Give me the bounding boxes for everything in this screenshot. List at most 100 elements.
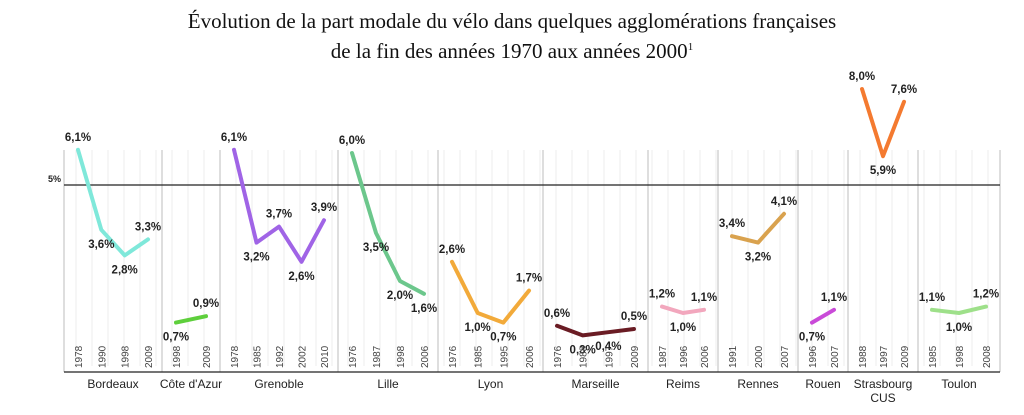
data-label: 3,5%	[363, 242, 389, 254]
data-label: 0,7%	[163, 332, 189, 344]
data-label: 2,6%	[439, 244, 465, 256]
x-tick-label: 2009	[900, 345, 911, 368]
chart-title-line-1: Évolution de la part modale du vélo dans…	[187, 9, 837, 33]
series-line-strasbourg-cus	[860, 87, 906, 159]
data-label: 0,7%	[799, 332, 825, 344]
series-line-rennes	[730, 211, 786, 245]
data-label: 3,4%	[719, 218, 745, 230]
data-label: 2,6%	[288, 271, 314, 283]
data-label: 2,0%	[387, 290, 413, 302]
data-label: 2,8%	[112, 264, 138, 276]
category-label: CUS	[870, 391, 895, 405]
data-label: 1,0%	[670, 322, 696, 334]
data-label: 1,1%	[691, 292, 717, 304]
x-tick-label: 1995	[499, 345, 510, 368]
series-line-toulon	[930, 304, 988, 315]
x-tick-label: 1998	[172, 345, 183, 368]
x-tick-label: 1996	[808, 345, 819, 368]
data-label: 1,0%	[946, 322, 972, 334]
series-line-grenoble	[232, 147, 326, 264]
x-tick-label: 1997	[604, 345, 615, 368]
x-tick-label: 2007	[780, 345, 791, 368]
data-label: 3,2%	[243, 252, 269, 264]
category-label: Rennes	[737, 377, 778, 391]
reference-line-label: 5%	[48, 174, 61, 184]
data-label: 7,6%	[891, 84, 917, 96]
series-line-lille	[350, 151, 426, 296]
x-tick-label: 1985	[474, 345, 485, 368]
category-label: Strasbourg	[854, 377, 913, 391]
footnote-mark: 1	[687, 41, 694, 53]
x-tick-label: 1978	[230, 345, 241, 368]
data-label: 4,1%	[771, 196, 797, 208]
x-tick-label: 2009	[630, 345, 641, 368]
x-tick-label: 2008	[982, 345, 993, 368]
data-label: 1,0%	[465, 322, 491, 334]
x-tick-label: 1978	[74, 345, 85, 368]
data-label: 3,6%	[88, 239, 114, 251]
data-label: 5,9%	[870, 165, 896, 177]
x-tick-label: 2010	[320, 345, 331, 368]
data-label: 0,6%	[544, 308, 570, 320]
category-label: Toulon	[941, 377, 976, 391]
category-label: Grenoble	[254, 377, 304, 391]
chart-title-line-2: de la fin des années 1970 aux années 200…	[330, 39, 694, 63]
x-tick-label: 1996	[679, 345, 690, 368]
x-tick-label: 1992	[275, 345, 286, 368]
category-label: Marseille	[571, 377, 619, 391]
series-line-marseille	[555, 323, 636, 338]
data-label: 6,1%	[65, 132, 91, 144]
data-label: 0,5%	[621, 311, 647, 323]
x-tick-label: 1998	[955, 345, 966, 368]
data-label: 1,6%	[411, 303, 437, 315]
x-tick-label: 2002	[298, 345, 309, 368]
data-label: 3,2%	[745, 252, 771, 264]
x-tick-label: 1997	[879, 345, 890, 368]
category-label: Reims	[666, 377, 700, 391]
series-line-rouen	[810, 307, 836, 325]
data-label: 1,2%	[973, 289, 999, 301]
x-tick-label: 1988	[858, 345, 869, 368]
category-label: Bordeaux	[87, 377, 138, 391]
data-label: 1,2%	[649, 289, 675, 301]
x-tick-label: 2006	[525, 345, 536, 368]
x-tick-label: 2006	[420, 345, 431, 368]
data-label: 0,3%	[570, 344, 596, 356]
category-label: Lille	[377, 377, 399, 391]
x-tick-label: 1998	[121, 345, 132, 368]
series-line-lyon	[450, 259, 531, 325]
x-tick-label: 2006	[700, 345, 711, 368]
series-line-reims	[660, 304, 706, 315]
series-line-bordeaux	[76, 147, 150, 258]
series-line-c-te-d-azur	[174, 314, 208, 325]
x-tick-label: 1985	[253, 345, 264, 368]
data-label: 3,7%	[266, 209, 292, 221]
category-label: Côte d'Azur	[160, 377, 222, 391]
x-tick-label: 1998	[396, 345, 407, 368]
data-label: 1,1%	[821, 292, 847, 304]
category-label: Rouen	[805, 377, 840, 391]
data-label: 1,7%	[516, 273, 542, 285]
category-label: Lyon	[478, 377, 504, 391]
x-tick-label: 1988	[579, 345, 590, 368]
data-label: 0,9%	[193, 298, 219, 310]
x-tick-label: 1976	[348, 345, 359, 368]
x-tick-label: 1991	[728, 345, 739, 368]
data-label: 3,3%	[135, 221, 161, 233]
x-tick-label: 1987	[658, 345, 669, 368]
data-label: 3,9%	[311, 202, 337, 214]
x-tick-label: 1990	[97, 345, 108, 368]
x-tick-label: 2000	[754, 345, 765, 368]
data-label: 0,4%	[595, 341, 621, 353]
data-label: 0,7%	[490, 332, 516, 344]
data-label: 6,0%	[339, 135, 365, 147]
x-tick-label: 2007	[830, 345, 841, 368]
x-tick-label: 1987	[372, 345, 383, 368]
x-tick-label: 1985	[928, 345, 939, 368]
x-tick-label: 2009	[202, 345, 213, 368]
data-label: 6,1%	[221, 132, 247, 144]
data-label: 1,1%	[919, 292, 945, 304]
data-label: 8,0%	[849, 71, 875, 83]
x-tick-label: 1976	[448, 345, 459, 368]
